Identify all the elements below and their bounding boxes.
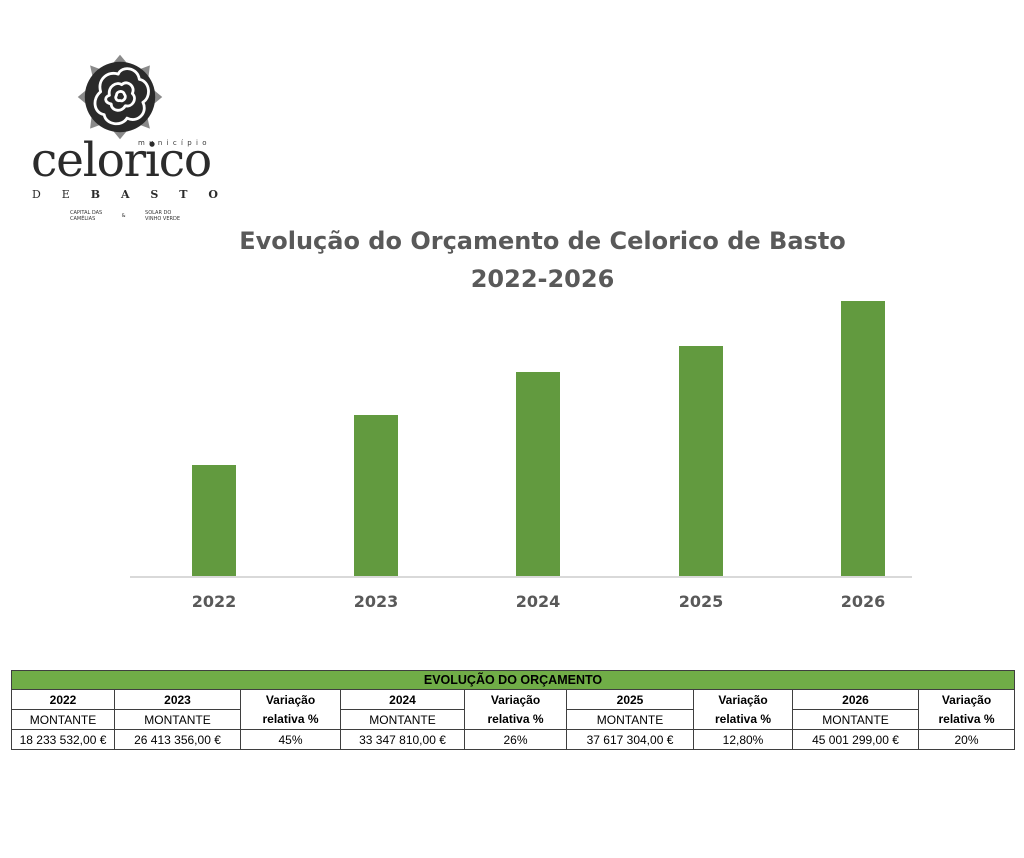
- logo-wordmark: celorico: [31, 133, 212, 188]
- variation-value: 12,80%: [693, 729, 793, 750]
- variation-header: Variação relativa %: [917, 689, 1016, 730]
- logo-basto-letter: O: [208, 188, 218, 201]
- x-axis-label: 2026: [840, 592, 886, 611]
- logo-de-basto: D E B A S T O: [32, 188, 218, 201]
- year-header-2024: 2024: [340, 689, 465, 710]
- logo-de-letter-e: E: [61, 188, 70, 201]
- amount-value: 45 001 299,00 €: [792, 729, 919, 750]
- chart-title-line1: Evolução do Orçamento de Celorico de Bas…: [239, 227, 846, 255]
- variation-value: 26%: [464, 729, 567, 750]
- chart-title: Evolução do Orçamento de Celorico de Bas…: [180, 222, 905, 298]
- tagline-capital-camelias: CAPITAL DAS CAMÉLIAS: [70, 210, 103, 222]
- tagline-line: CAPITAL DAS: [70, 210, 103, 216]
- budget-evolution-table: EVOLUÇÃO DO ORÇAMENTO 2022 2023 Variação re…: [10, 670, 1016, 750]
- bar-2025: [679, 346, 723, 576]
- table-row-years: 2022 2023 Variação relativa % 2024 Variação re…: [11, 689, 1016, 730]
- tagline-ampersand: &: [121, 212, 126, 219]
- logo-tagline: CAPITAL DAS CAMÉLIAS & SOLAR DO VINHO VE…: [70, 210, 180, 222]
- amount-label: MONTANTE: [114, 709, 241, 730]
- x-axis-label: 2023: [353, 592, 399, 611]
- variation-value: 45%: [240, 729, 341, 750]
- bar-2022: [192, 465, 236, 576]
- variation-label-line1: Variação: [718, 692, 768, 707]
- variation-label-line1: Variação: [265, 692, 316, 707]
- x-axis-label: 2022: [191, 592, 237, 611]
- variation-header: Variação relativa %: [240, 689, 341, 730]
- variation-header: Variação relativa %: [693, 689, 793, 730]
- tagline-line: CAMÉLIAS: [70, 215, 96, 222]
- amount-value: 33 347 810,00 €: [340, 729, 465, 750]
- bar-2023: [354, 415, 398, 576]
- year-header-2022: 2022: [11, 689, 115, 710]
- camellia-flower-icon: [77, 54, 163, 140]
- variation-label-line2: relativa %: [262, 711, 319, 726]
- amount-label: MONTANTE: [340, 709, 465, 730]
- amount-value: 37 617 304,00 €: [566, 729, 694, 750]
- year-header-2025: 2025: [566, 689, 694, 710]
- year-header-2026: 2026: [792, 689, 919, 710]
- bar-2024: [516, 372, 560, 576]
- logo-basto-letter: B: [90, 188, 101, 201]
- tagline-solar-vinho-verde: SOLAR DO VINHO VERDE: [145, 210, 180, 222]
- table-row-values: 18 233 532,00 €26 413 356,00 €45% 33 347 …: [11, 729, 1016, 750]
- amount-value: 18 233 532,00 €: [11, 729, 115, 750]
- variation-value: 20%: [917, 729, 1016, 750]
- bar-chart-plot-area: [130, 290, 912, 578]
- table-title: EVOLUÇÃO DO ORÇAMENTO: [10, 670, 1016, 690]
- amount-label: MONTANTE: [11, 709, 115, 730]
- table-row-labels: MONTANTE MONTANTE MONTANTE MONTANTE MONTANTE: [11, 709, 1015, 730]
- logo-basto-letter: S: [150, 188, 159, 201]
- x-axis-label: 2024: [515, 592, 561, 611]
- variation-label-line2: relativa %: [487, 711, 544, 726]
- amount-label: MONTANTE: [792, 709, 919, 730]
- municipality-logo: município celorico D E B A S T O CAPITAL…: [20, 40, 220, 230]
- x-axis-line: [130, 576, 912, 578]
- x-axis-label: 2025: [678, 592, 724, 611]
- variation-header: Variação relativa %: [464, 689, 567, 730]
- amount-value: 26 413 356,00 €: [114, 729, 241, 750]
- logo-de-letter-d: D: [32, 188, 41, 201]
- logo-basto-letter: A: [120, 188, 130, 201]
- tagline-line: SOLAR DO: [145, 210, 172, 216]
- variation-label-line2: relativa %: [714, 711, 772, 726]
- variation-label-line1: Variação: [490, 692, 541, 707]
- amount-label: MONTANTE: [566, 709, 694, 730]
- variation-label-line1: Variação: [941, 692, 992, 707]
- tagline-line: VINHO VERDE: [145, 215, 180, 222]
- year-header-2023: 2023: [114, 689, 241, 710]
- chart-title-line2: 2022-2026: [470, 265, 615, 293]
- variation-label-line2: relativa %: [938, 711, 995, 726]
- logo-basto-letter: T: [179, 188, 188, 201]
- logo-municipio-text: município: [138, 139, 211, 147]
- bar-2026: [841, 301, 885, 576]
